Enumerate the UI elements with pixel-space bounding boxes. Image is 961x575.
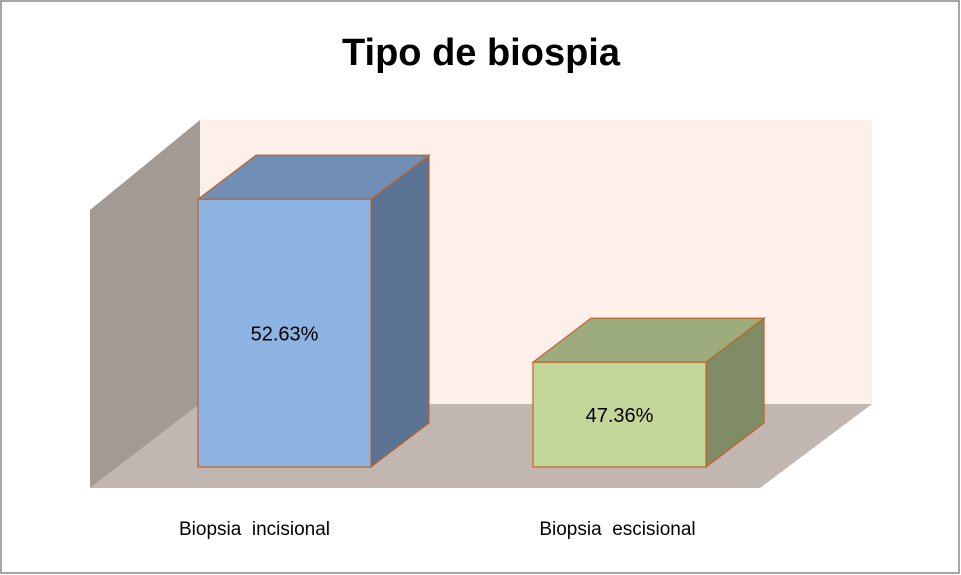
bar — [197, 198, 372, 468]
data-label: 52.63% — [251, 323, 319, 345]
bar-side — [370, 154, 430, 469]
x-tick-label: Biopsia incisional — [179, 519, 330, 540]
bar — [532, 361, 707, 468]
side-wall — [90, 120, 200, 488]
x-tick-label: Biopsia escisional — [539, 519, 695, 540]
chart-title: Tipo de biospia — [342, 32, 621, 74]
data-label: 47.36% — [586, 405, 654, 427]
